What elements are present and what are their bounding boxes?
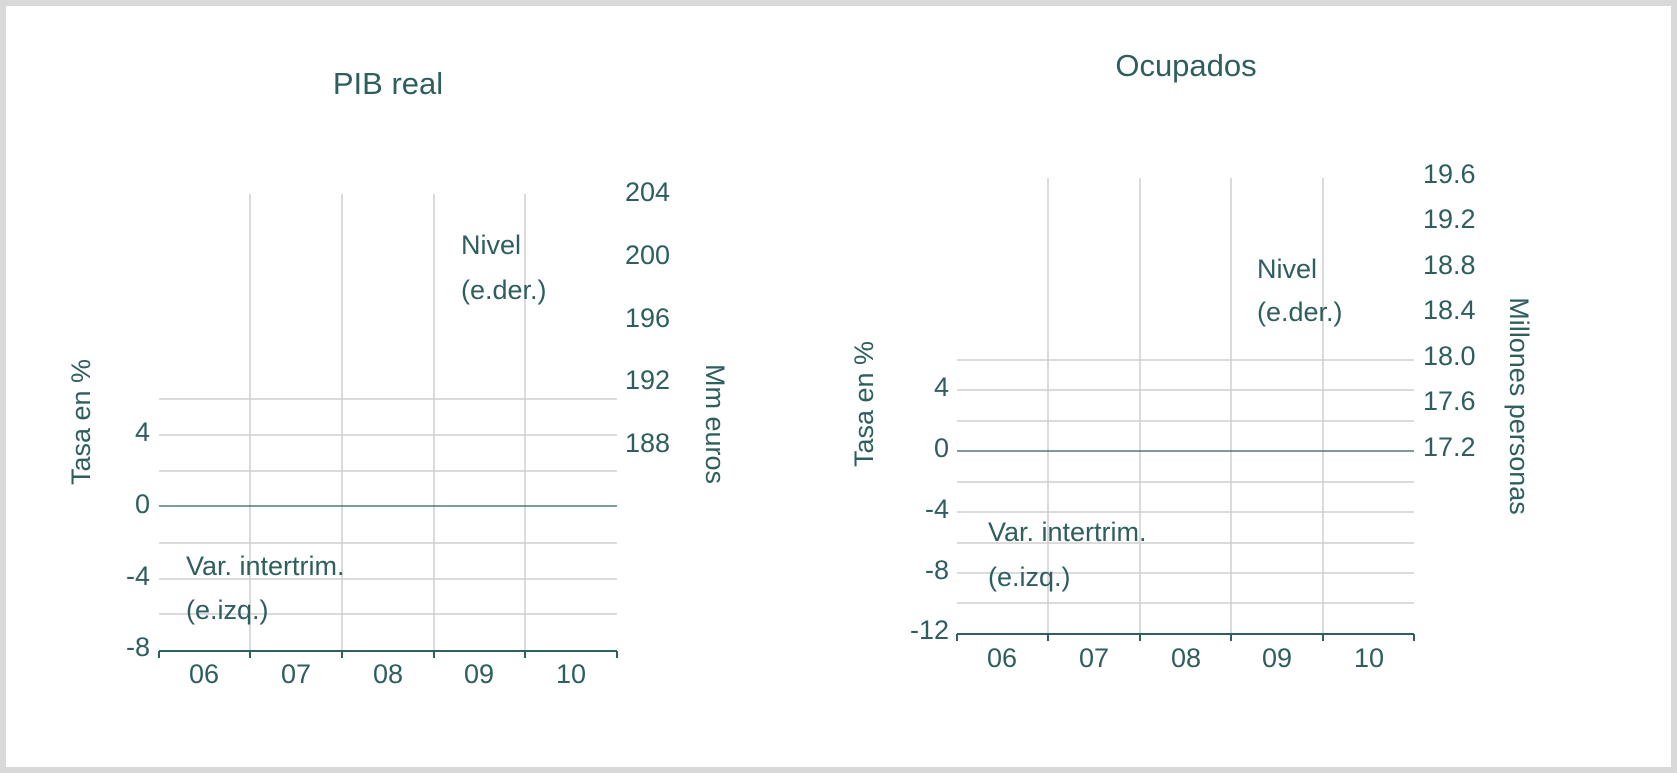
y-right-tick-label: 17.6 — [1423, 386, 1476, 416]
left-tick-labels: 4 0 -4 -8 -12 — [910, 372, 949, 645]
chart-pib-real: PIB real 06 07 08 09 — [66, 66, 730, 689]
y-left-tick-label: -4 — [925, 494, 949, 524]
x-tick-label: 08 — [1171, 643, 1201, 673]
charts-canvas: PIB real 06 07 08 09 — [66, 48, 1534, 689]
y-left-tick-label: 0 — [135, 489, 150, 519]
annotation-line: Var. intertrim. — [988, 517, 1147, 547]
y-left-tick-label: -8 — [126, 632, 150, 662]
x-tick-label: 07 — [281, 659, 311, 689]
x-tick-label: 09 — [464, 659, 494, 689]
y-right-tick-label: 204 — [625, 177, 670, 207]
x-tick-label: 08 — [373, 659, 403, 689]
y-left-tick-label: 0 — [934, 433, 949, 463]
x-tick-labels: 06 07 08 09 10 — [987, 643, 1384, 673]
right-tick-labels: 19.6 19.2 18.8 18.4 18.0 17.6 17.2 — [1423, 159, 1476, 462]
chart-title: PIB real — [333, 66, 443, 101]
y-left-tick-label: -4 — [126, 561, 150, 591]
x-tick-label: 06 — [987, 643, 1017, 673]
x-tick-label: 09 — [1262, 643, 1292, 673]
y-right-tick-label: 19.2 — [1423, 204, 1476, 234]
annotation-rate: Var. intertrim. (e.izq.) — [186, 551, 345, 625]
y-left-tick-label: -12 — [910, 615, 949, 645]
annotation-line: Nivel — [1257, 254, 1317, 284]
left-tick-labels: 4 0 -4 -8 — [126, 417, 150, 662]
x-axis — [956, 633, 1415, 641]
y-left-tick-label: 4 — [135, 417, 150, 447]
gridlines — [159, 194, 617, 650]
charts-panel: PIB real 06 07 08 09 — [6, 6, 1671, 767]
x-tick-label: 10 — [1354, 643, 1384, 673]
y-right-tick-label: 17.2 — [1423, 432, 1476, 462]
y-right-tick-label: 18.8 — [1423, 250, 1476, 280]
annotation-level: Nivel (e.der.) — [461, 230, 547, 305]
annotation-line: (e.der.) — [1257, 297, 1343, 327]
gridlines — [957, 178, 1414, 634]
annotation-line: (e.der.) — [461, 275, 547, 305]
y-right-tick-label: 18.0 — [1423, 341, 1476, 371]
annotation-rate: Var. intertrim. (e.izq.) — [988, 517, 1147, 592]
x-axis — [158, 650, 618, 658]
y-left-tick-label: 4 — [934, 372, 949, 402]
y-right-tick-label: 200 — [625, 240, 670, 270]
x-tick-labels: 06 07 08 09 10 — [189, 659, 586, 689]
annotation-line: Var. intertrim. — [186, 551, 345, 581]
x-tick-label: 10 — [556, 659, 586, 689]
y-right-axis-label: Millones personas — [1504, 297, 1534, 515]
y-left-axis-label: Tasa en % — [66, 359, 96, 485]
y-left-tick-label: -8 — [925, 555, 949, 585]
annotation-line: Nivel — [461, 230, 521, 260]
y-right-axis-label: Mm euros — [700, 364, 730, 484]
y-right-tick-label: 192 — [625, 365, 670, 395]
right-tick-labels: 204 200 196 192 188 — [625, 177, 670, 458]
annotation-level: Nivel (e.der.) — [1257, 254, 1343, 327]
x-tick-label: 07 — [1079, 643, 1109, 673]
y-right-tick-label: 196 — [625, 303, 670, 333]
annotation-line: (e.izq.) — [988, 562, 1071, 592]
y-left-axis-label: Tasa en % — [849, 341, 879, 467]
chart-ocupados: Ocupados 06 07 0 — [849, 48, 1534, 673]
y-right-tick-label: 19.6 — [1423, 159, 1476, 189]
annotation-line: (e.izq.) — [186, 595, 269, 625]
x-tick-label: 06 — [189, 659, 219, 689]
y-right-tick-label: 188 — [625, 428, 670, 458]
chart-title: Ocupados — [1115, 48, 1256, 83]
y-right-tick-label: 18.4 — [1423, 295, 1476, 325]
